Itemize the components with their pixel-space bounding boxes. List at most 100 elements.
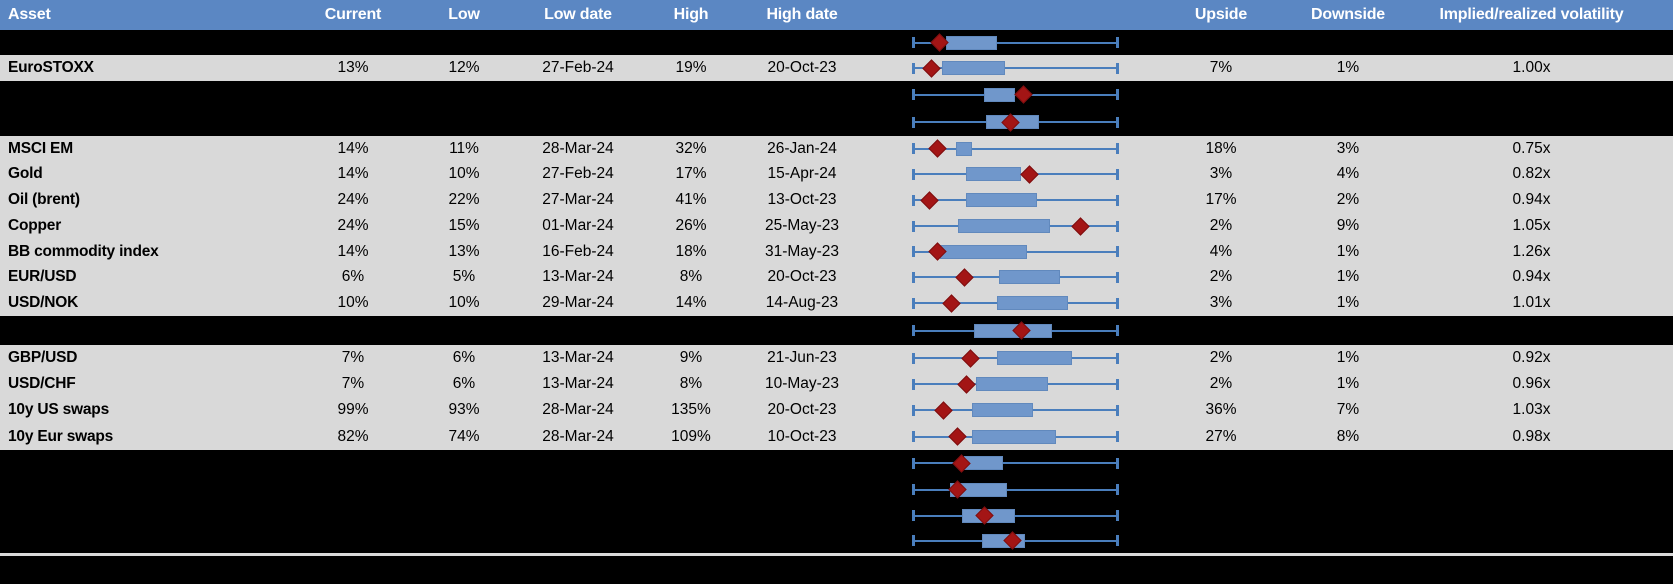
table-row[interactable]: USD/NOK 10% 10% 29-Mar-24 14% 14-Aug-23 … (0, 290, 1673, 316)
low-cell[interactable]: 10% (448, 294, 480, 312)
downside-cell[interactable]: 9% (1336, 217, 1360, 235)
low-cell[interactable]: 11% (449, 139, 479, 157)
downside-cell[interactable]: 1% (1336, 375, 1360, 393)
header-downside[interactable]: Downside (1311, 6, 1385, 23)
high-date-cell[interactable]: 26-Jan-24 (767, 139, 837, 157)
asset-cell[interactable]: BB commodity index (8, 242, 159, 260)
current-cell[interactable]: 10% (337, 294, 369, 312)
high-cell[interactable]: 135% (671, 401, 711, 419)
asset-cell[interactable]: Oil (brent) (8, 191, 80, 209)
high-cell[interactable]: 17% (675, 165, 707, 183)
low-cell[interactable]: 13% (448, 242, 480, 260)
upside-cell[interactable]: 3% (1209, 165, 1233, 183)
implied-realized-cell[interactable]: 1.03x (1512, 401, 1551, 419)
asset-cell[interactable]: 10y US swaps (8, 401, 109, 419)
header-upside[interactable]: Upside (1194, 6, 1248, 23)
header-low[interactable]: Low (448, 6, 480, 23)
low-date-cell[interactable]: 28-Mar-24 (542, 139, 614, 157)
table-row[interactable]: 10y Eur swaps 82% 74% 28-Mar-24 109% 10-… (0, 423, 1673, 450)
high-cell[interactable]: 8% (679, 268, 703, 286)
current-cell[interactable]: 14% (337, 242, 369, 260)
current-cell[interactable]: 82% (337, 427, 369, 445)
current-cell[interactable]: 13% (337, 59, 369, 77)
hidden-row[interactable] (0, 316, 1673, 345)
high-cell[interactable]: 41% (675, 191, 707, 209)
downside-cell[interactable]: 8% (1336, 427, 1360, 445)
low-cell[interactable]: 6% (452, 349, 476, 367)
low-cell[interactable]: 93% (448, 401, 480, 419)
downside-cell[interactable]: 1% (1336, 268, 1360, 286)
implied-realized-cell[interactable]: 0.94x (1512, 268, 1551, 286)
high-cell[interactable]: 9% (679, 349, 703, 367)
current-cell[interactable]: 14% (337, 139, 369, 157)
high-date-cell[interactable]: 20-Oct-23 (767, 401, 837, 419)
low-date-cell[interactable]: 01-Mar-24 (542, 217, 614, 235)
high-date-cell[interactable]: 20-Oct-23 (767, 59, 837, 77)
low-date-cell[interactable]: 13-Mar-24 (542, 349, 614, 367)
asset-cell[interactable]: USD/NOK (8, 294, 79, 312)
upside-cell[interactable]: 7% (1209, 59, 1233, 77)
low-date-cell[interactable]: 27-Feb-24 (542, 165, 614, 183)
low-date-cell[interactable]: 13-Mar-24 (542, 375, 614, 393)
current-cell[interactable]: 24% (337, 191, 369, 209)
upside-cell[interactable]: 17% (1205, 191, 1237, 209)
upside-cell[interactable]: 2% (1209, 268, 1233, 286)
table-row[interactable]: Gold 14% 10% 27-Feb-24 17% 15-Apr-24 3% … (0, 161, 1673, 187)
asset-cell[interactable]: 10y Eur swaps (8, 427, 114, 445)
current-cell[interactable]: 24% (337, 217, 369, 235)
low-cell[interactable]: 6% (452, 375, 476, 393)
hidden-row[interactable] (0, 528, 1673, 553)
low-date-cell[interactable]: 13-Mar-24 (542, 268, 614, 286)
high-date-cell[interactable]: 31-May-23 (764, 242, 840, 260)
hidden-row[interactable] (0, 450, 1673, 476)
implied-realized-cell[interactable]: 0.96x (1512, 375, 1551, 393)
upside-cell[interactable]: 2% (1209, 349, 1233, 367)
table-row[interactable]: MSCI EM 14% 11% 28-Mar-24 32% 26-Jan-24 … (0, 136, 1673, 161)
low-date-cell[interactable]: 27-Feb-24 (542, 59, 614, 77)
asset-cell[interactable]: Copper (8, 217, 62, 235)
implied-realized-cell[interactable]: 0.94x (1512, 191, 1551, 209)
hidden-row[interactable] (0, 503, 1673, 528)
downside-cell[interactable]: 7% (1336, 401, 1360, 419)
downside-cell[interactable]: 1% (1336, 294, 1360, 312)
header-current[interactable]: Current (324, 6, 382, 23)
low-date-cell[interactable]: 16-Feb-24 (542, 242, 614, 260)
upside-cell[interactable]: 36% (1205, 401, 1237, 419)
implied-realized-cell[interactable]: 0.98x (1512, 427, 1551, 445)
asset-cell[interactable]: MSCI EM (8, 139, 73, 157)
high-date-cell[interactable]: 25-May-23 (764, 217, 840, 235)
downside-cell[interactable]: 1% (1336, 349, 1360, 367)
hidden-row[interactable] (0, 81, 1673, 108)
header-implied-realized-volatility[interactable]: Implied/realized volatility (1439, 6, 1624, 23)
low-cell[interactable]: 15% (448, 217, 480, 235)
low-cell[interactable]: 5% (452, 268, 476, 286)
high-cell[interactable]: 32% (675, 139, 707, 157)
current-cell[interactable]: 7% (341, 375, 365, 393)
high-date-cell[interactable]: 10-May-23 (764, 375, 840, 393)
upside-cell[interactable]: 27% (1205, 427, 1237, 445)
high-date-cell[interactable]: 15-Apr-24 (767, 165, 837, 183)
upside-cell[interactable]: 4% (1209, 242, 1233, 260)
low-date-cell[interactable]: 29-Mar-24 (542, 294, 614, 312)
upside-cell[interactable]: 2% (1209, 375, 1233, 393)
high-cell[interactable]: 14% (675, 294, 707, 312)
hidden-row[interactable] (0, 30, 1673, 55)
low-cell[interactable]: 10% (448, 165, 480, 183)
upside-cell[interactable]: 3% (1209, 294, 1233, 312)
high-cell[interactable]: 109% (671, 427, 711, 445)
high-date-cell[interactable]: 14-Aug-23 (765, 294, 839, 312)
header-asset[interactable]: Asset (8, 6, 51, 23)
header-high-date[interactable]: High date (766, 6, 838, 23)
asset-cell[interactable]: EuroSTOXX (8, 59, 94, 77)
table-row[interactable]: EuroSTOXX 13% 12% 27-Feb-24 19% 20-Oct-2… (0, 55, 1673, 81)
table-row[interactable]: 10y US swaps 99% 93% 28-Mar-24 135% 20-O… (0, 397, 1673, 423)
high-cell[interactable]: 19% (675, 59, 707, 77)
current-cell[interactable]: 7% (341, 349, 365, 367)
header-high[interactable]: High (673, 6, 709, 23)
current-cell[interactable]: 99% (337, 401, 369, 419)
implied-realized-cell[interactable]: 1.01x (1512, 294, 1551, 312)
downside-cell[interactable]: 2% (1336, 191, 1360, 209)
hidden-row[interactable] (0, 108, 1673, 136)
high-cell[interactable]: 18% (675, 242, 707, 260)
implied-realized-cell[interactable]: 1.05x (1512, 217, 1551, 235)
